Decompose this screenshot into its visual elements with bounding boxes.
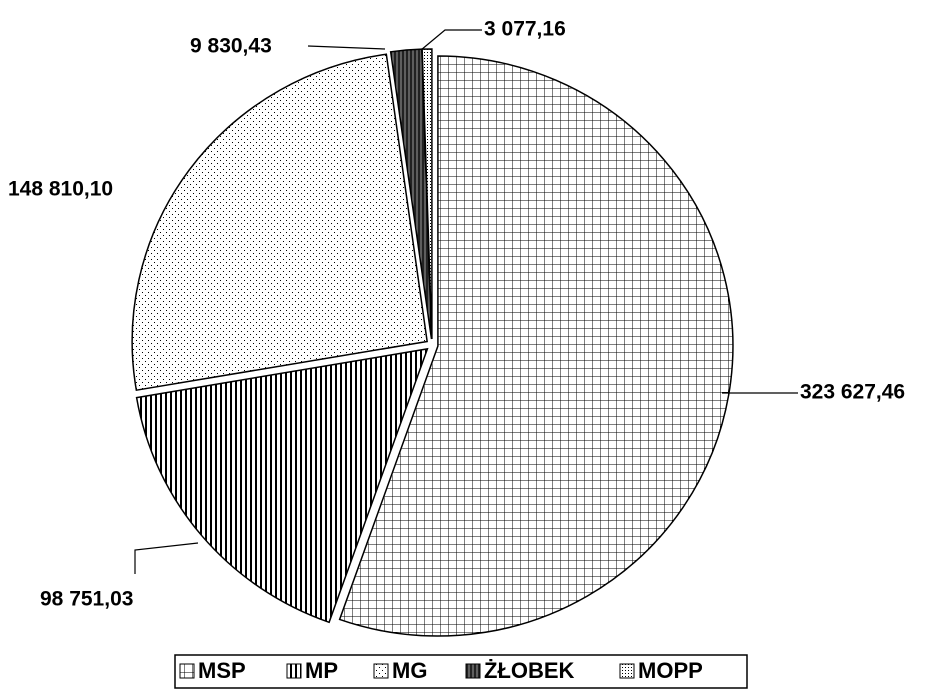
legend-label: MSP: [198, 658, 246, 683]
data-label: 323 627,46: [800, 381, 905, 404]
pie-slice: [135, 347, 429, 624]
legend-label: MOPP: [638, 658, 703, 683]
data-label: 3 077,16: [484, 18, 566, 41]
pie-slice: [131, 53, 429, 392]
legend-swatch: [286, 663, 302, 679]
leader-line: [420, 29, 482, 51]
pie-slice: [338, 55, 734, 637]
legend-label: MG: [392, 658, 427, 683]
legend-box: [174, 654, 748, 689]
legend-swatch: [465, 663, 481, 679]
leader-line: [134, 542, 199, 574]
leader-line: [307, 45, 386, 50]
legend-swatch: [619, 663, 635, 679]
data-label: 98 751,03: [40, 588, 133, 611]
data-label: 9 830,43: [190, 35, 272, 58]
legend-swatch: [373, 663, 389, 679]
legend-label: MP: [305, 658, 338, 683]
data-label: 148 810,10: [8, 178, 113, 201]
legend-swatch: [179, 663, 195, 679]
legend-label: ŻŁOBEK: [484, 658, 575, 683]
